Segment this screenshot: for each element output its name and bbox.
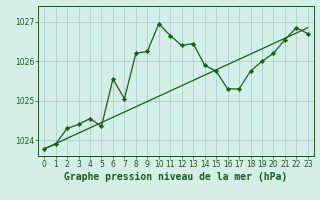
X-axis label: Graphe pression niveau de la mer (hPa): Graphe pression niveau de la mer (hPa) (64, 172, 288, 182)
